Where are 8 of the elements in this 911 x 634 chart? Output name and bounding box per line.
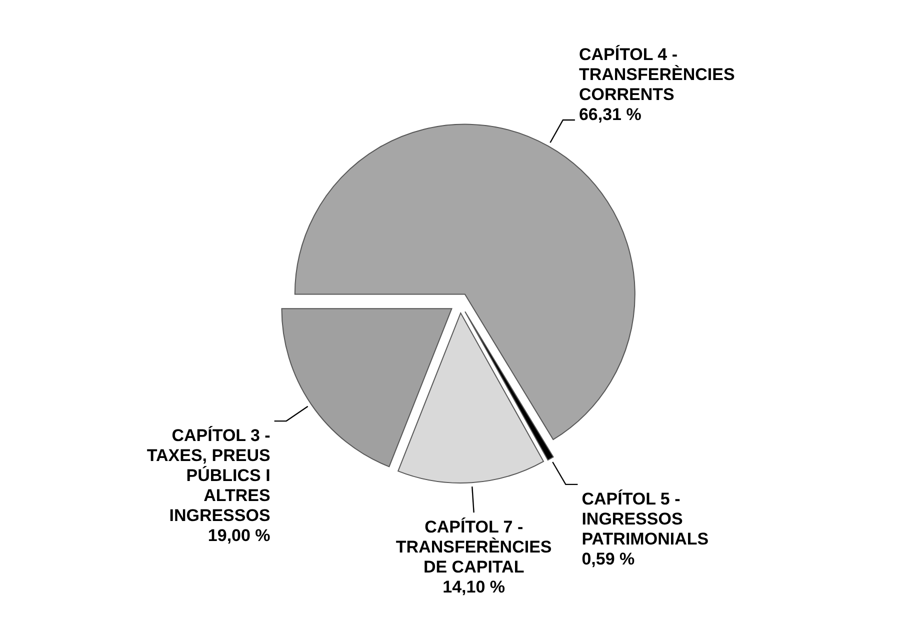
slice-label: CAPÍTOL 7 - TRANSFERÈNCIES DE CAPITAL <box>396 516 552 577</box>
data-label: 66,31 % <box>578 104 642 124</box>
slice-label: CAPÍTOL 5 - INGRESSOS PATRIMONIALS <box>582 488 709 548</box>
data-label: 19,00 % <box>208 526 270 546</box>
slice-label: CAPÍTOL 4 - TRANSFERÈNCIES CORRENTS <box>578 44 735 104</box>
data-label: 14,10 % <box>442 578 506 597</box>
slice-label: CAPÍTOL 3 - TAXES, PREUS PÚBLICS I ALTRES INGRESSOS <box>146 425 270 526</box>
data-label: 0,59 % <box>582 549 635 568</box>
